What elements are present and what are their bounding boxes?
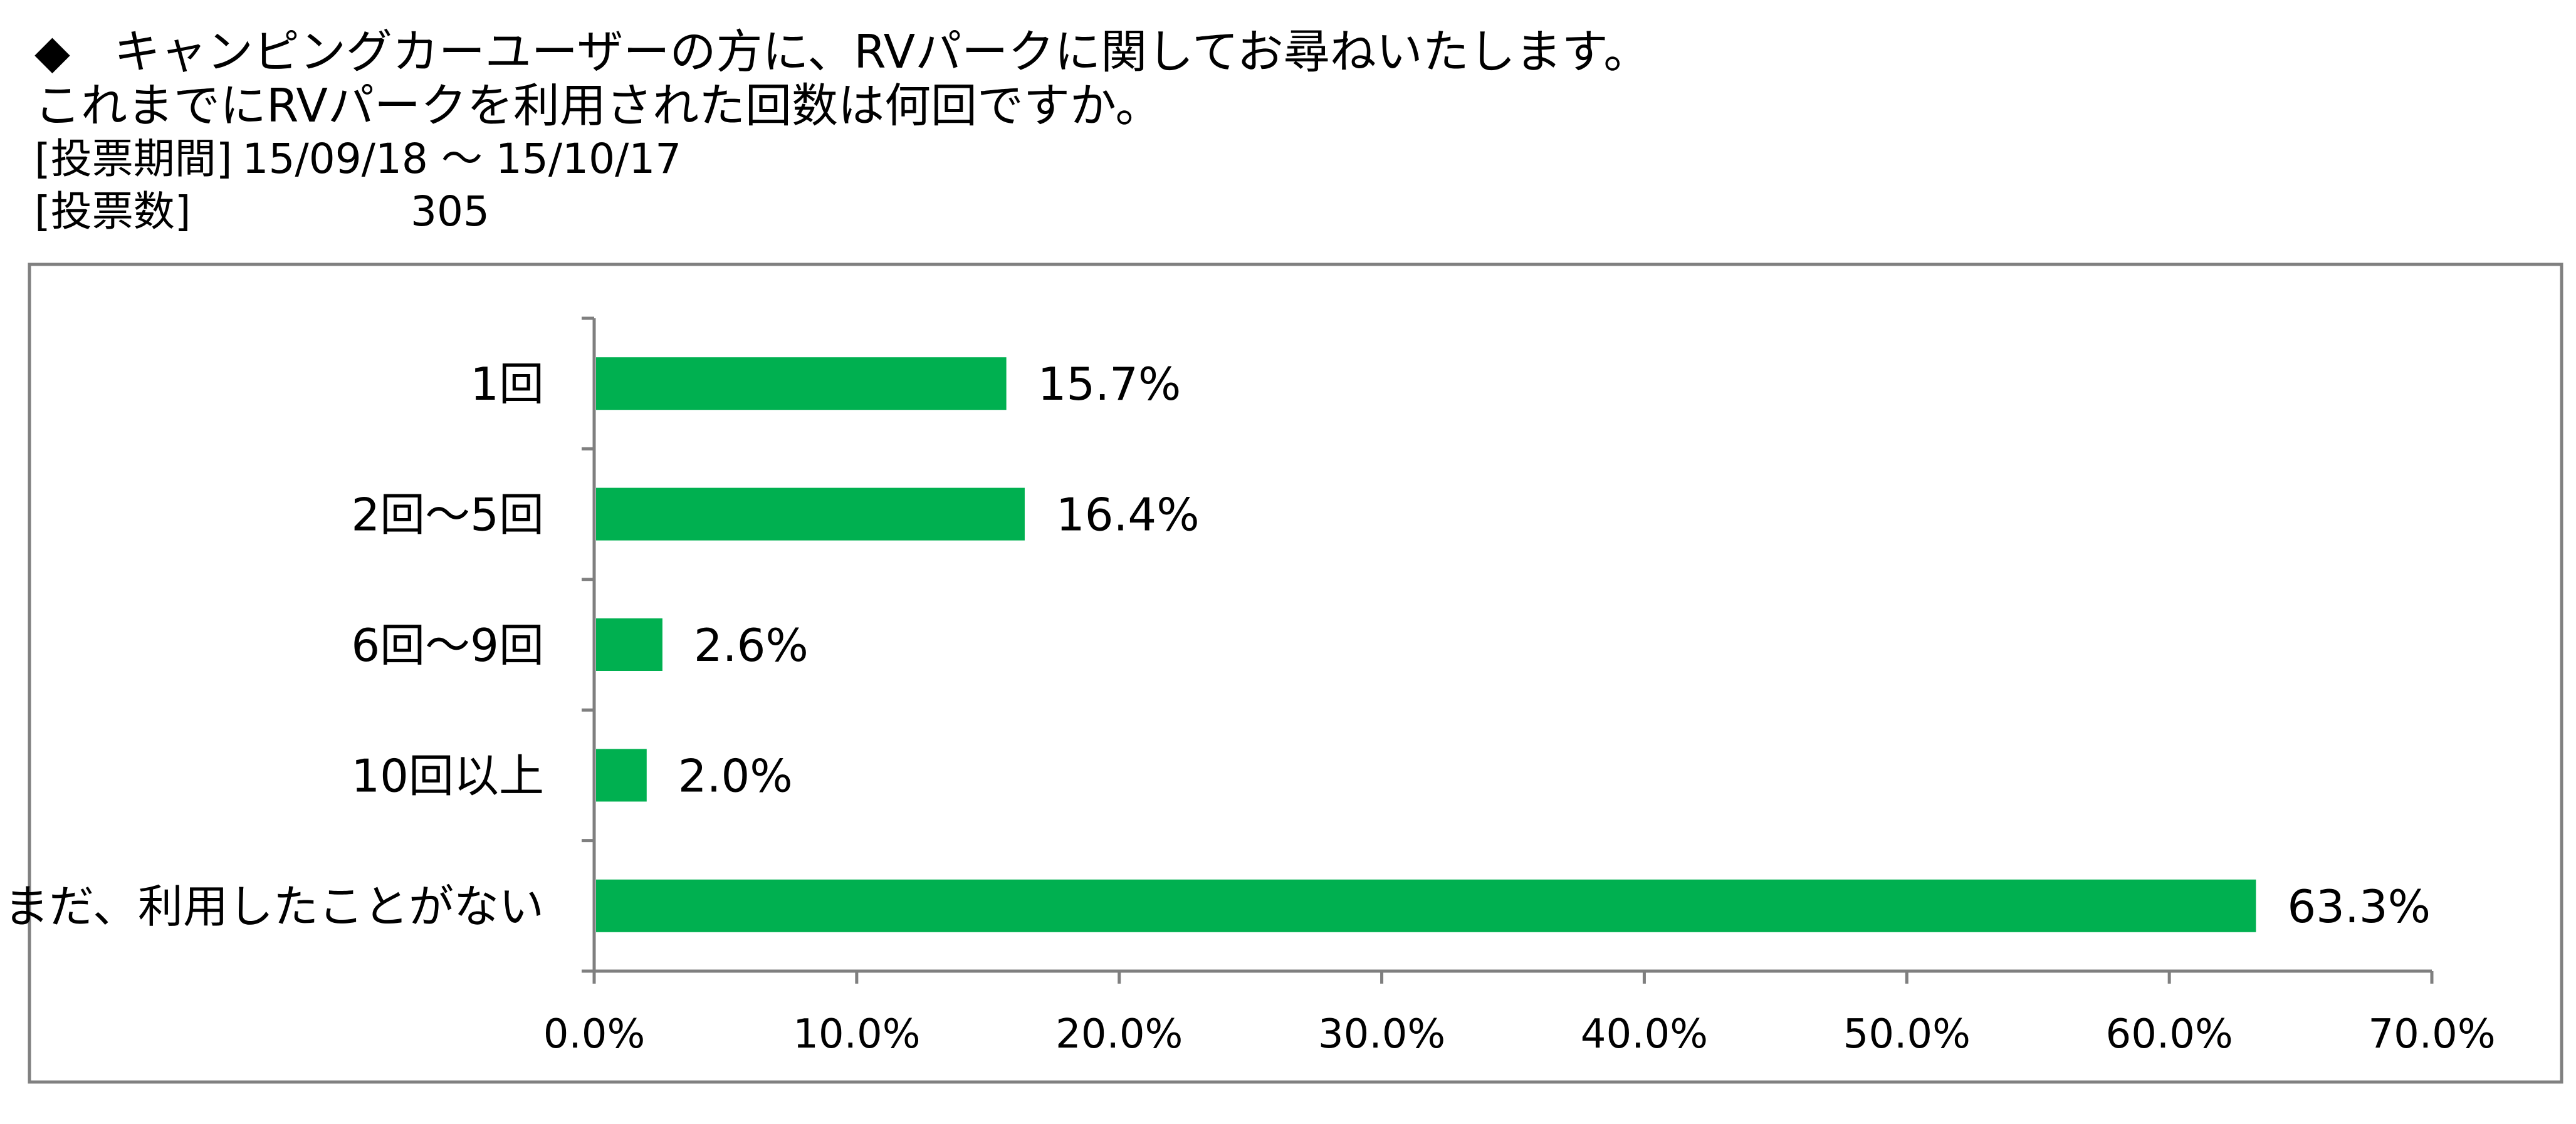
x-tick-label: 0.0% [543,1011,646,1058]
diamond-icon: ◆ [34,25,70,79]
chart-bars [596,357,2256,932]
category-label: 1回 [470,358,544,410]
x-tick-label: 30.0% [1318,1011,1445,1058]
category-label: 10回以上 [351,749,544,802]
bar [596,879,2256,932]
value-label: 2.6% [694,619,809,672]
bar [596,618,662,671]
chart-labels: 0.0% 10.0% 20.0% 30.0% 40.0% 50.0% 60.0% 70.0% 1… [4,358,2496,1058]
voting-period-value: 15/09/18 ～ 15/10/17 [242,135,682,183]
value-label: 2.0% [678,749,793,802]
question-line-1: ◆ キャンピングカーユーザーの方に、RVパークに関してお尋ねいたします。 [34,25,2479,79]
category-label: 2回～5回 [351,489,544,541]
chart-axes [582,316,2434,984]
category-label: 6回～9回 [351,619,544,672]
question-text-1: キャンピングカーユーザーの方に、RVパークに関してお尋ねいたします。 [113,25,1650,79]
value-label: 63.3% [2287,880,2431,933]
category-label: まだ、利用したことがない [4,880,544,933]
x-tick-label: 60.0% [2105,1011,2233,1058]
bar [596,487,1025,541]
vote-count-label: [投票数] [34,187,191,236]
vote-count-value: 305 [411,187,490,236]
vote-count: [投票数] 305 [34,185,2479,238]
bar [596,357,1007,410]
voting-period: [投票期間] 15/09/18 ～ 15/10/17 [34,133,2479,185]
x-tick-label: 10.0% [793,1011,920,1058]
x-tick-label: 70.0% [2368,1011,2495,1058]
bar [596,749,647,802]
question-line-2: これまでにRVパークを利用された回数は何回ですか。 [34,79,1162,133]
value-label: 16.4% [1056,489,1200,541]
value-label: 15.7% [1038,358,1181,410]
voting-period-label: [投票期間] [34,135,233,183]
x-tick-label: 40.0% [1581,1011,1708,1058]
x-tick-label: 20.0% [1055,1011,1183,1058]
question-header: ◆ キャンピングカーユーザーの方に、RVパークに関してお尋ねいたします。 これまで… [34,25,2479,238]
x-tick-label: 50.0% [1843,1011,1971,1058]
chart-border [28,263,2563,1084]
